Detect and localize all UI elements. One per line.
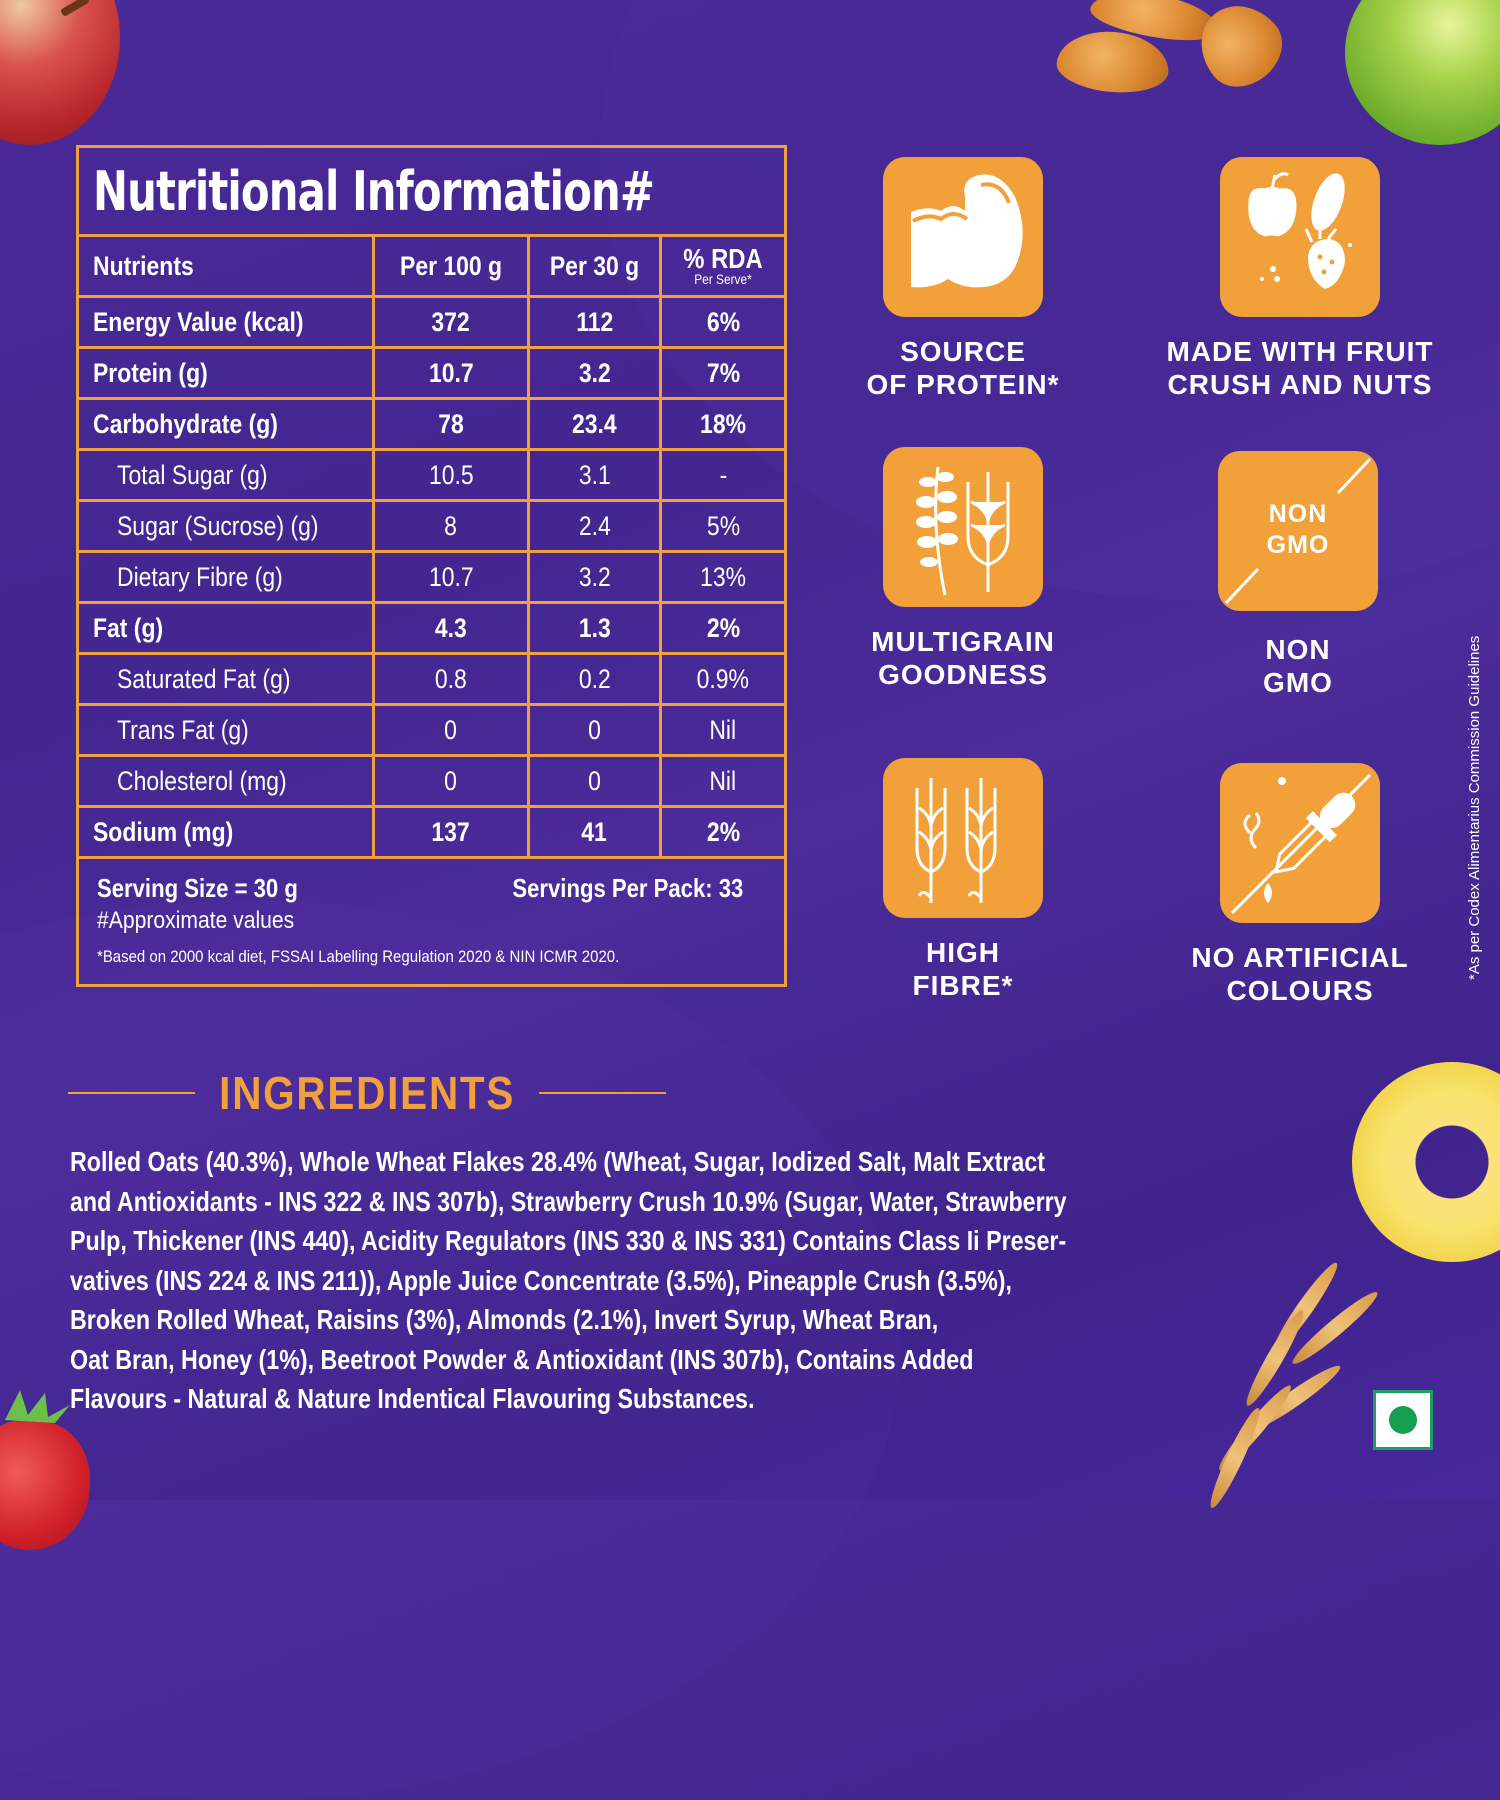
badge-label: GOODNESS <box>878 659 1048 690</box>
serving-size: Serving Size = 30 g <box>97 873 298 903</box>
badge-label: HIGH <box>926 937 1000 968</box>
badge-no-artificial-colours: NO ARTIFICIAL COLOURS <box>1140 763 1460 1007</box>
header-per-30g: Per 30 g <box>526 237 663 298</box>
ingredients-line: Oat Bran, Honey (1%), Beetroot Powder & … <box>70 1343 974 1375</box>
veg-dot <box>1389 1406 1417 1434</box>
ingredients-line: vatives (INS 224 & INS 211)), Apple Juic… <box>70 1264 1012 1296</box>
non-gmo-tile-text: NON <box>1268 500 1328 528</box>
table-row: Carbohydrate (g) 78 23.4 18% <box>79 397 784 451</box>
table-row: Sugar (Sucrose) (g) 8 2.4 5% <box>79 499 784 553</box>
non-gmo-tile-text: GMO <box>1266 531 1330 559</box>
codex-side-note: *As per Codex Alimentarius Commission Gu… <box>1466 635 1483 980</box>
nutrition-table: Nutritional Information# Nutrients Per 1… <box>76 145 787 987</box>
nutrition-footer: Serving Size = 30 g Servings Per Pack: 3… <box>79 856 784 984</box>
header-nutrients: Nutrients <box>79 237 376 298</box>
badge-fruit-and-nuts: MADE WITH FRUIT CRUSH AND NUTS <box>1140 157 1460 401</box>
approximate-note: #Approximate values <box>97 907 295 934</box>
table-row: Cholesterol (mg) 0 0 Nil <box>79 754 784 808</box>
table-row: Dietary Fibre (g) 10.7 3.2 13% <box>79 550 784 604</box>
non-gmo-icon: NON GMO <box>1218 451 1378 611</box>
ingredients-title: INGREDIENTS <box>218 1067 516 1119</box>
badge-high-fibre: HIGH FIBRE* <box>803 758 1123 1002</box>
badge-label: OF PROTEIN* <box>866 369 1060 400</box>
table-row: Sodium (mg) 137 41 2% <box>79 805 784 856</box>
badge-label: GMO <box>1263 667 1333 698</box>
table-row: Energy Value (kcal) 372 112 6% <box>79 295 784 349</box>
header-per-100g: Per 100 g <box>372 237 530 298</box>
red-apple-image <box>0 0 120 145</box>
table-header-row: Nutrients Per 100 g Per 30 g % RDA Per S… <box>79 237 784 298</box>
table-row: Saturated Fat (g) 0.8 0.2 0.9% <box>79 652 784 706</box>
ingredients-line: Pulp, Thickener (INS 440), Acidity Regul… <box>70 1225 1067 1256</box>
strawberry-leaf <box>5 1390 70 1423</box>
divider <box>68 1092 195 1094</box>
ingredients-heading: INGREDIENTS <box>68 1066 666 1120</box>
badge-label: NON <box>1265 634 1331 665</box>
pineapple-ring-image <box>1352 1062 1500 1262</box>
badge-non-gmo: NON GMO NON GMO <box>1138 451 1458 699</box>
wheat-ears-icon <box>883 758 1043 918</box>
badge-label: MADE WITH FRUIT <box>1166 336 1434 367</box>
fruit-nuts-icon <box>1220 157 1380 317</box>
grain-stalks-icon <box>883 447 1043 607</box>
rda-basis-note: *Based on 2000 kcal diet, FSSAI Labellin… <box>97 947 620 966</box>
header-rda: % RDA Per Serve* <box>659 237 784 298</box>
badge-source-of-protein: SOURCE OF PROTEIN* <box>803 157 1123 401</box>
badge-label: COLOURS <box>1226 975 1374 1006</box>
vegetarian-mark-icon <box>1373 1390 1433 1450</box>
table-row: Fat (g) 4.3 1.3 2% <box>79 601 784 655</box>
badge-label: NO ARTIFICIAL <box>1191 942 1409 973</box>
table-row: Trans Fat (g) 0 0 Nil <box>79 703 784 757</box>
servings-per-pack: Servings Per Pack: 33 <box>512 873 744 903</box>
badge-label: CRUSH AND NUTS <box>1167 369 1433 400</box>
table-row: Total Sugar (g) 10.5 3.1 - <box>79 448 784 502</box>
no-dropper-icon <box>1220 763 1380 923</box>
ingredients-text: Rolled Oats (40.3%), Whole Wheat Flakes … <box>70 1142 1330 1419</box>
divider <box>539 1092 666 1094</box>
ingredients-line: Broken Rolled Wheat, Raisins (3%), Almon… <box>70 1304 939 1335</box>
flexed-arm-icon <box>883 157 1043 317</box>
ingredients-line: and Antioxidants - INS 322 & INS 307b), … <box>70 1185 1067 1217</box>
badge-label: FIBRE* <box>912 970 1014 1001</box>
badge-multigrain: MULTIGRAIN GOODNESS <box>803 447 1123 691</box>
badge-label: MULTIGRAIN <box>871 626 1055 657</box>
ingredients-line: Flavours - Natural & Nature Indentical F… <box>70 1383 755 1414</box>
badge-label: SOURCE <box>900 336 1026 367</box>
table-row: Protein (g) 10.7 3.2 7% <box>79 346 784 400</box>
nutrition-title: Nutritional Information# <box>79 148 784 237</box>
ingredients-line: Rolled Oats (40.3%), Whole Wheat Flakes … <box>70 1146 1046 1177</box>
